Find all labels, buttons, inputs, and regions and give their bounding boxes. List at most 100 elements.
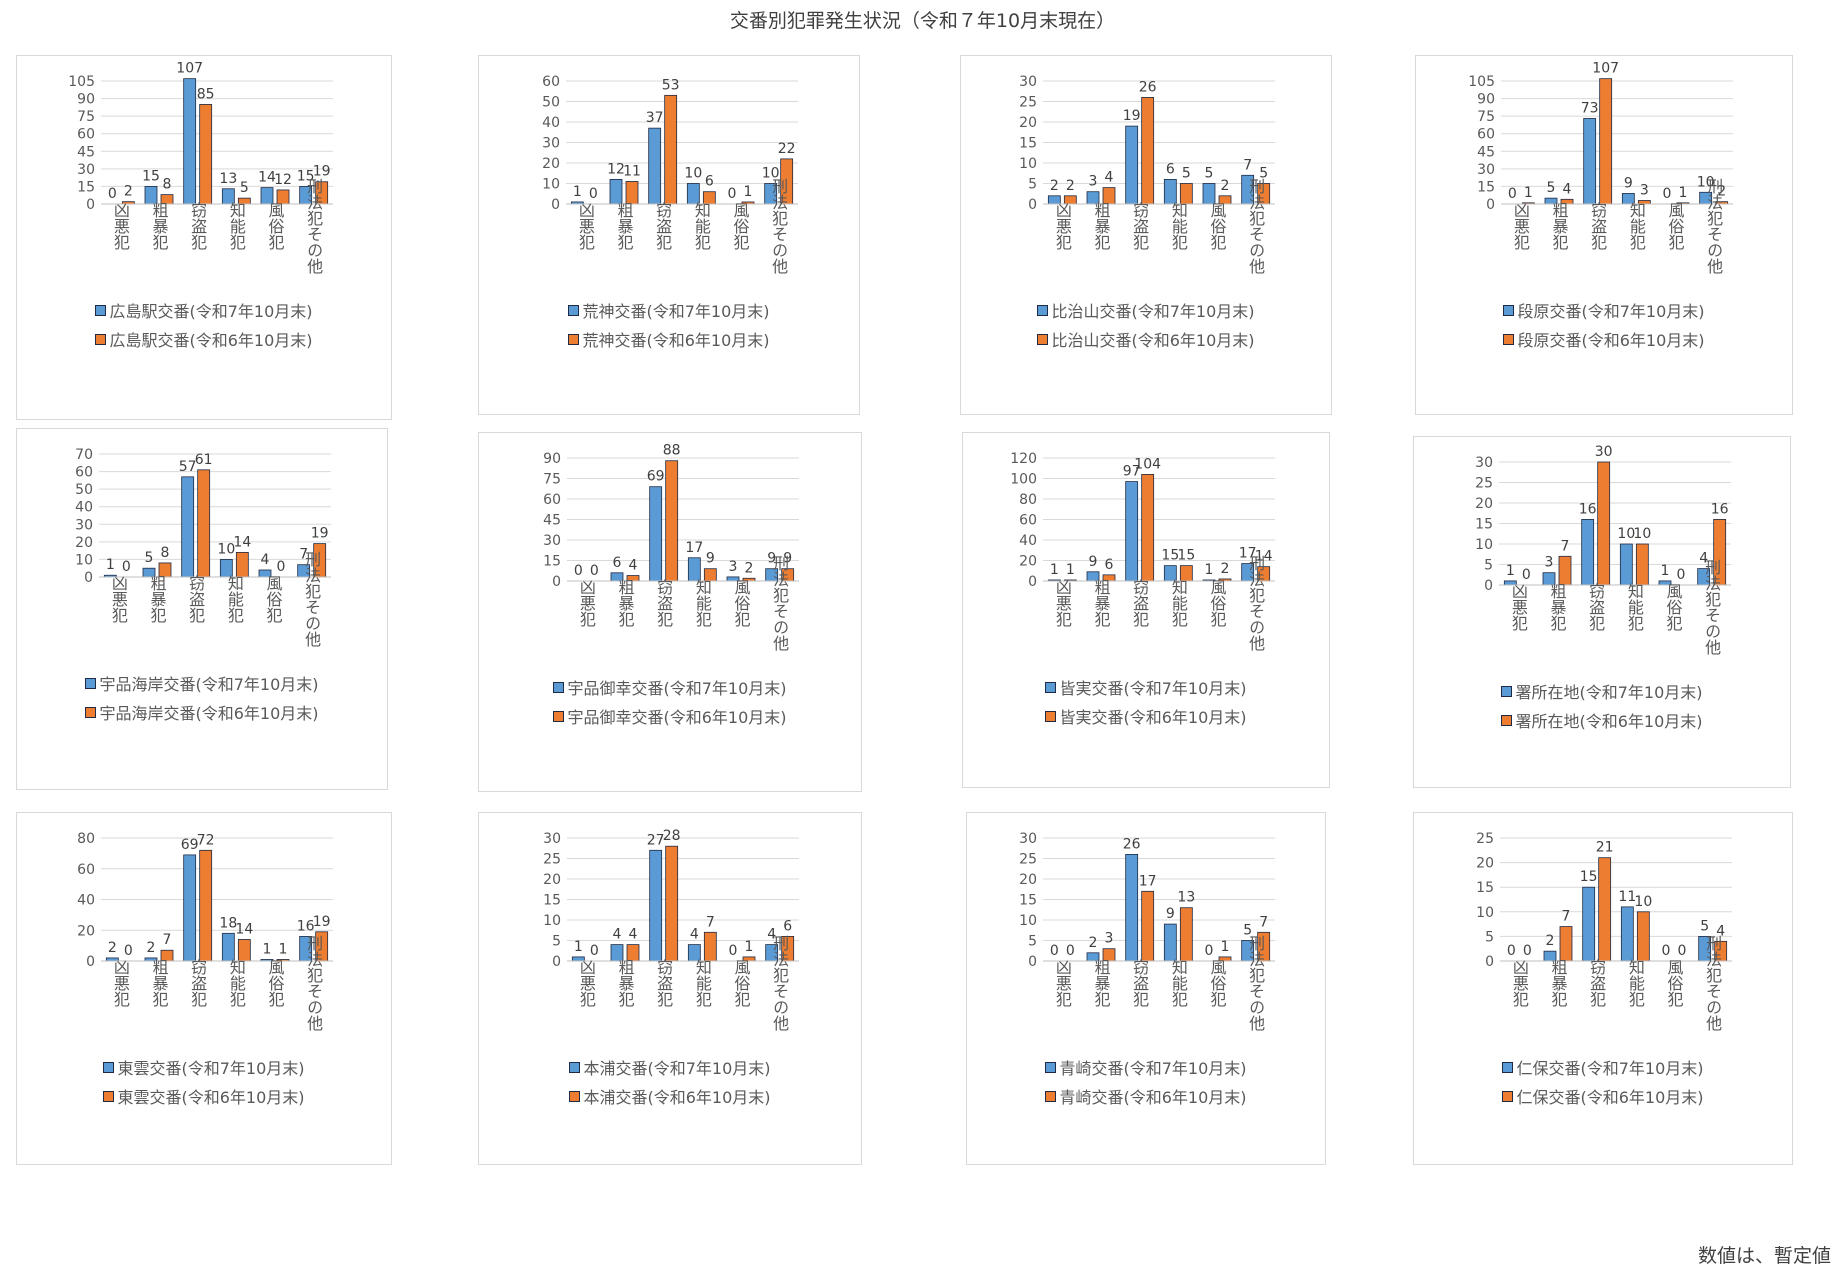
chart-panel: 0 5 10 15 20 25 30 2 3 19 6 5 7 2 4 26 5 2 5 凶悪犯 粗暴犯 窃盗犯 知能犯 風俗… <box>960 55 1332 415</box>
y-tick-label: 10 <box>1019 913 1037 929</box>
y-tick-label: 15 <box>1475 517 1493 533</box>
bar-r7-知能犯 <box>221 932 235 962</box>
category-label: 知能犯 <box>1169 959 1188 1008</box>
category-label: 凶悪犯 <box>109 575 128 624</box>
legend-label: 宇品御幸交番(令和6年10月末) <box>567 708 787 727</box>
legend-label: 荒神交番(令和6年10月末) <box>582 331 770 350</box>
y-tick-label: 5 <box>552 934 561 950</box>
y-tick-label: 80 <box>77 831 95 847</box>
data-label: 4 <box>1563 181 1572 197</box>
data-label: 2 <box>1221 561 1230 577</box>
data-label: 2 <box>1089 935 1098 951</box>
data-label: 12 <box>274 172 292 188</box>
bar-r6-知能犯 <box>1636 911 1650 962</box>
data-label: 1 <box>106 557 115 573</box>
data-label: 13 <box>219 171 237 187</box>
data-label: 0 <box>122 559 131 575</box>
category-label: 風俗犯 <box>1666 202 1685 251</box>
category-label: 粗暴犯 <box>1092 202 1111 251</box>
data-label: 1 <box>1050 562 1059 578</box>
y-tick-label: 0 <box>1486 197 1495 213</box>
legend-item: 宇品海岸交番(令和7年10月末) <box>17 671 387 695</box>
y-tick-label: 10 <box>542 177 560 193</box>
category-label: 窃盗犯 <box>1130 959 1149 1008</box>
legend-label: 段原交番(令和7年10月末) <box>1517 302 1705 321</box>
data-label: 9 <box>783 551 792 567</box>
y-tick-label: 15 <box>1019 893 1037 909</box>
data-label: 0 <box>1507 943 1516 959</box>
category-label: 粗暴犯 <box>1092 579 1111 628</box>
y-tick-label: 20 <box>1476 856 1494 872</box>
legend-item: 宇品海岸交番(令和6年10月末) <box>17 700 387 724</box>
data-label: 5 <box>240 180 249 196</box>
y-tick-label: 30 <box>543 533 561 549</box>
data-label: 0 <box>1050 943 1059 959</box>
data-label: 17 <box>1239 546 1257 562</box>
y-tick-label: 90 <box>77 92 95 108</box>
data-label: 13 <box>1177 890 1195 906</box>
bar-r6-窃盗犯 <box>665 845 679 962</box>
y-tick-label: 60 <box>542 74 560 90</box>
data-label: 5 <box>1259 166 1268 182</box>
category-label: 知能犯 <box>1626 959 1645 1008</box>
bar-r7-知能犯 <box>1163 923 1177 962</box>
data-label: 57 <box>179 459 197 475</box>
data-label: 2 <box>1066 178 1075 194</box>
bar-r7-知能犯 <box>1619 543 1633 586</box>
category-label: 窃盗犯 <box>1588 202 1607 251</box>
bar-r7-窃盗犯 <box>1582 886 1596 962</box>
data-label: 0 <box>1523 943 1532 959</box>
bar-r6-知能犯 <box>235 552 249 578</box>
bar-r7-窃盗犯 <box>1581 519 1595 586</box>
data-label: 53 <box>662 77 680 93</box>
y-tick-label: 15 <box>77 179 95 195</box>
legend-label: 荒神交番(令和7年10月末) <box>582 302 770 321</box>
bar-r6-窃盗犯 <box>664 94 678 205</box>
data-label: 0 <box>124 943 133 959</box>
y-tick-label: 0 <box>84 570 93 586</box>
legend-label: 東雲交番(令和6年10月末) <box>117 1088 305 1107</box>
legend-label: 仁保交番(令和6年10月末) <box>1516 1088 1704 1107</box>
bar-r6-窃盗犯 <box>1141 474 1155 582</box>
category-label: 窃盗犯 <box>1130 579 1149 628</box>
category-label: 風俗犯 <box>264 575 283 624</box>
category-label: 粗暴犯 <box>148 575 167 624</box>
bar-r6-粗暴犯 <box>1558 555 1572 586</box>
legend-label: 東雲交番(令和7年10月末) <box>117 1059 305 1078</box>
data-label: 0 <box>1662 943 1671 959</box>
data-label: 8 <box>161 545 170 561</box>
category-label: 窃盗犯 <box>653 202 672 251</box>
data-label: 21 <box>1596 840 1614 856</box>
data-label: 2 <box>1050 178 1059 194</box>
chart-panel: 0 15 30 45 60 75 90 105 0 15 107 13 14 15 2 8 85 5 12 19 凶悪犯… <box>16 55 392 420</box>
y-tick-label: 90 <box>543 451 561 467</box>
data-label: 1 <box>1066 562 1075 578</box>
data-label: 7 <box>1243 157 1252 173</box>
data-label: 3 <box>1640 182 1649 198</box>
y-tick-label: 105 <box>68 74 95 90</box>
data-label: 4 <box>1699 551 1708 567</box>
data-label: 10 <box>684 166 702 182</box>
legend-label: 段原交番(令和6年10月末) <box>1517 331 1705 350</box>
data-label: 17 <box>685 540 703 556</box>
data-label: 1 <box>744 184 753 200</box>
data-label: 9 <box>706 551 715 567</box>
category-label: 粗暴犯 <box>1549 959 1568 1008</box>
legend-swatch <box>1045 1062 1057 1073</box>
y-tick-label: 5 <box>1028 934 1037 950</box>
category-label: 刑法犯その他 <box>1246 555 1265 652</box>
category-label: 凶悪犯 <box>111 202 130 251</box>
legend-swatch <box>553 682 565 693</box>
category-label: 粗暴犯 <box>616 959 635 1008</box>
y-tick-label: 75 <box>543 472 561 488</box>
data-label: 7 <box>299 547 308 563</box>
category-label: 風俗犯 <box>731 202 750 251</box>
y-tick-label: 0 <box>86 954 95 970</box>
category-label: 風俗犯 <box>732 959 751 1008</box>
y-tick-label: 80 <box>1019 492 1037 508</box>
legend-item: 東雲交番(令和6年10月末) <box>17 1084 391 1108</box>
category-label: 粗暴犯 <box>615 202 634 251</box>
data-label: 2 <box>147 940 156 956</box>
